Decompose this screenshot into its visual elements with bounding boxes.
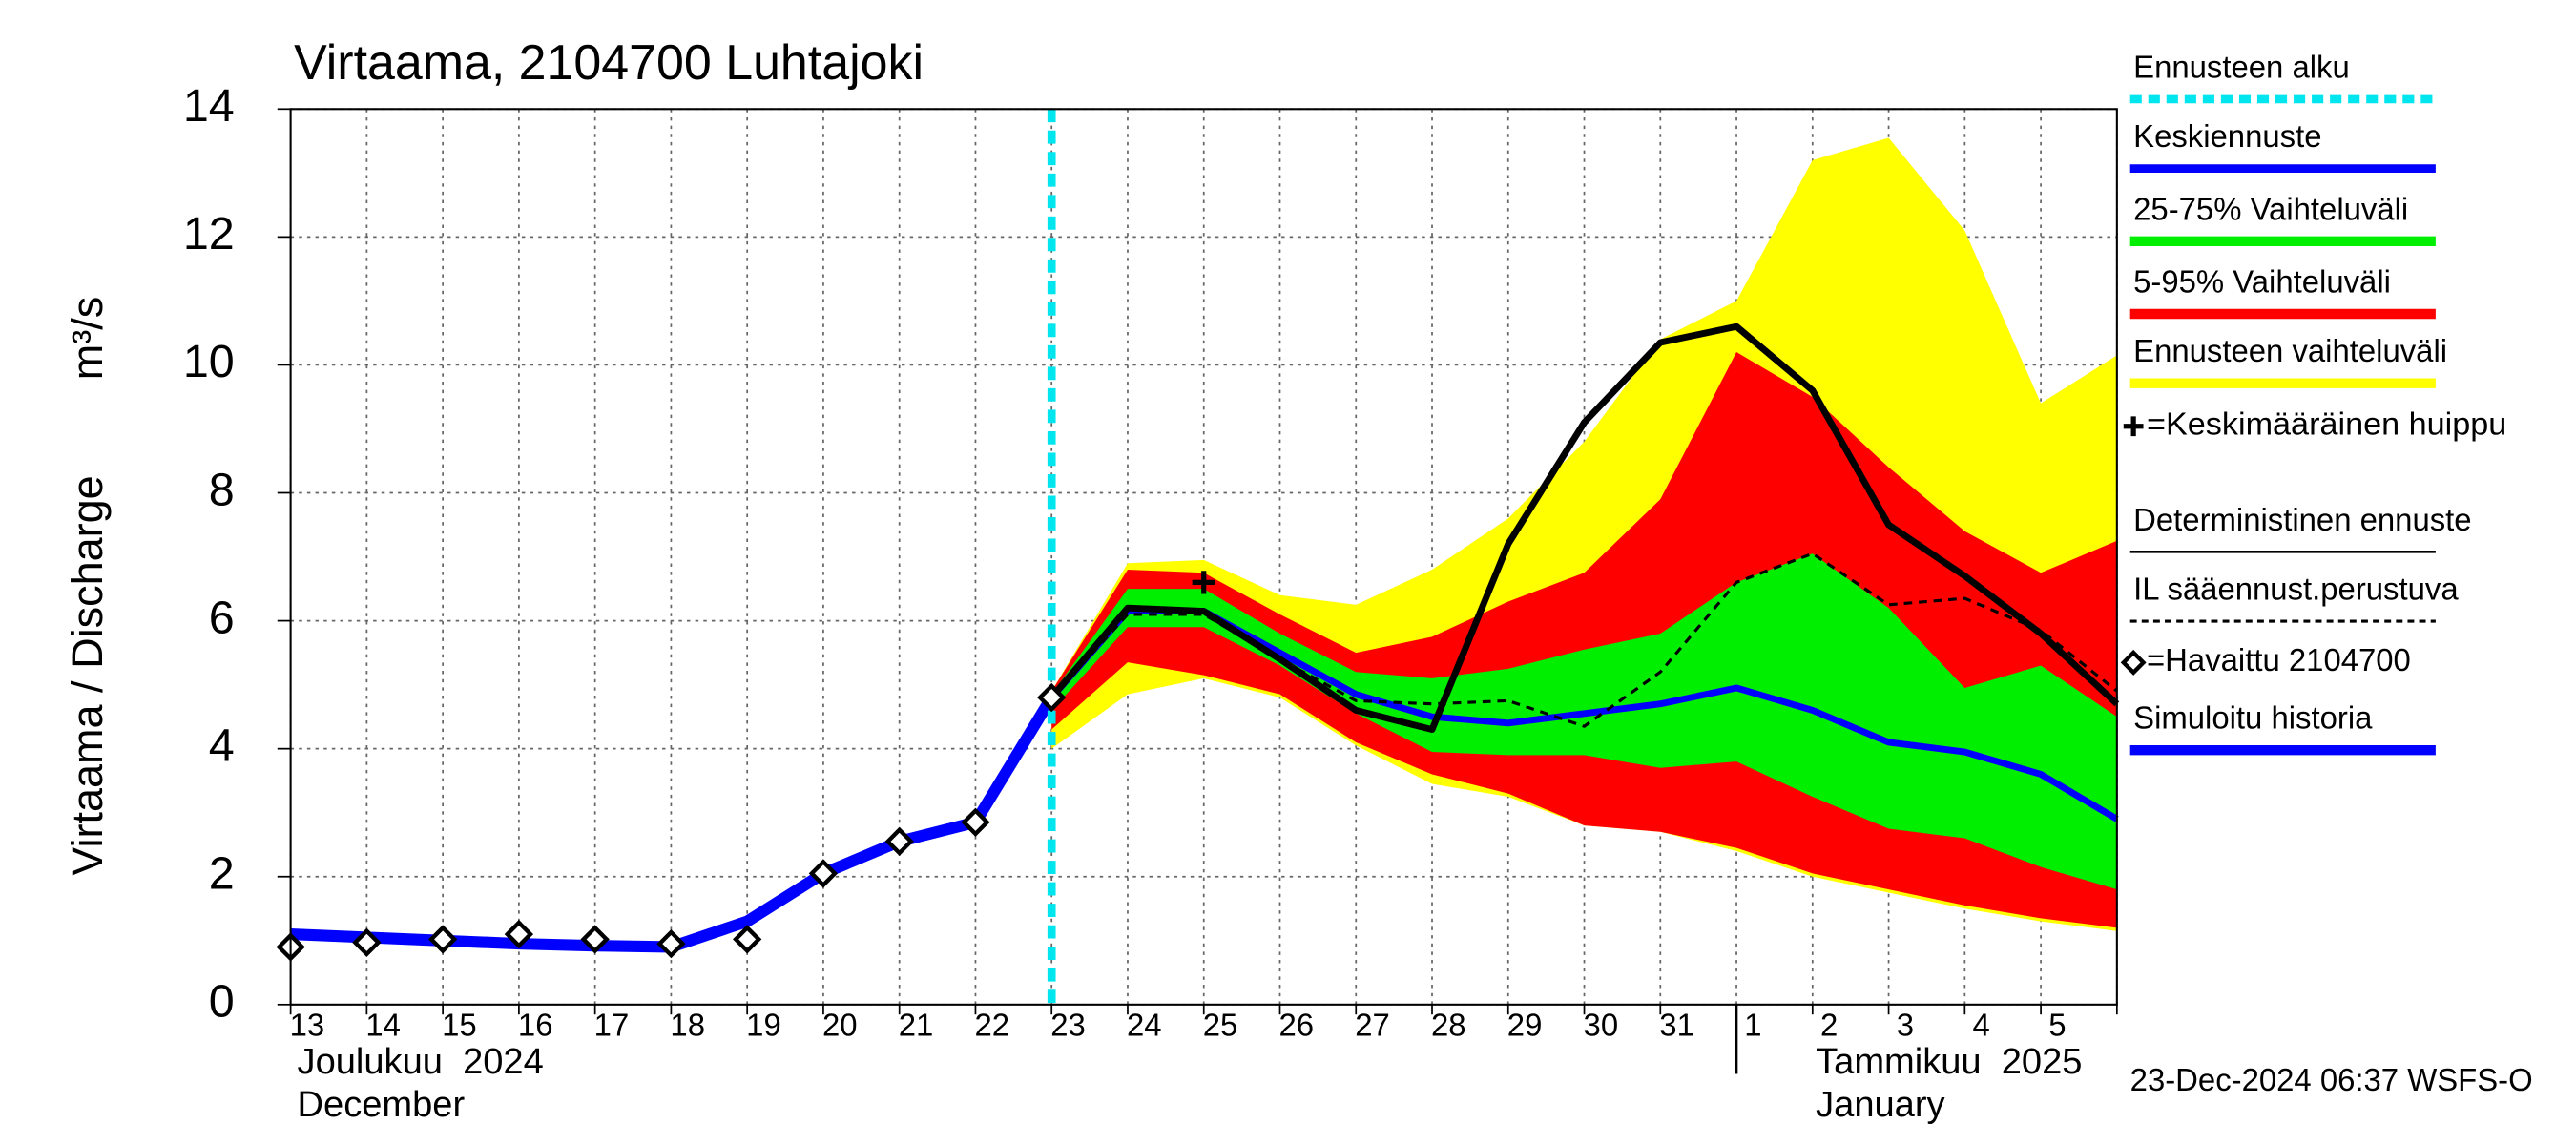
x-tick-label: 20 — [822, 1008, 858, 1043]
month-label-fi: Joulukuu 2024 — [298, 1042, 544, 1082]
observed-point — [884, 826, 914, 857]
legend-label: =Havaittu 2104700 — [2147, 642, 2411, 677]
legend-label: 25-75% Vaihteluväli — [2133, 191, 2408, 226]
x-tick-label: 18 — [670, 1008, 705, 1043]
observed-point — [961, 807, 990, 837]
x-tick-label: 3 — [1897, 1008, 1914, 1043]
x-tick-label: 28 — [1431, 1008, 1466, 1043]
series-line — [1049, 323, 2120, 734]
observed-point — [732, 925, 762, 954]
series-line — [1050, 552, 2118, 728]
month-label-en: January — [1816, 1085, 1944, 1125]
band — [1051, 553, 2117, 890]
x-tick-label: 22 — [974, 1008, 1009, 1043]
plot-frame — [289, 108, 2118, 1006]
y-tick-label: 2 — [209, 848, 235, 900]
y-tick-label: 8 — [209, 464, 235, 515]
legend-label: IL sääennust.perustuva — [2133, 572, 2459, 607]
y-tick-label: 6 — [209, 592, 235, 643]
x-tick-label: 15 — [442, 1008, 477, 1043]
x-tick-label: 1 — [1744, 1008, 1761, 1043]
legend-label: =Keskimääräinen huippu — [2147, 406, 2506, 441]
observed-point — [1037, 682, 1067, 713]
y-tick-label: 10 — [183, 336, 235, 387]
month-label-fi: Tammikuu 2025 — [1816, 1042, 2082, 1082]
x-tick-label: 30 — [1584, 1008, 1619, 1043]
y-tick-label: 4 — [209, 719, 235, 771]
x-tick-label: 19 — [746, 1008, 781, 1043]
observed-point — [808, 859, 839, 888]
month-label-en: December — [298, 1085, 466, 1125]
x-tick-label: 17 — [594, 1008, 630, 1043]
x-tick-label: 4 — [1972, 1008, 1989, 1043]
x-tick-label: 25 — [1203, 1008, 1238, 1043]
legend-label: Ennusteen vaihteluväli — [2133, 333, 2447, 368]
chart-title: Virtaama, 2104700 Luhtajoki — [294, 35, 924, 91]
y-tick-label: 12 — [183, 208, 235, 260]
footer: 23-Dec-2024 06:37 WSFS-O — [2130, 1062, 2533, 1097]
y-axis-unit: m³/s — [63, 297, 112, 381]
x-tick-label: 23 — [1050, 1008, 1086, 1043]
legend-label: Deterministinen ennuste — [2133, 502, 2471, 537]
observed-point — [656, 928, 686, 959]
legend-marker — [2123, 416, 2144, 437]
legend-label: Simuloitu historia — [2133, 700, 2373, 736]
observed-point — [580, 925, 610, 954]
observed-point — [352, 927, 382, 957]
x-tick-label: 5 — [2048, 1008, 2066, 1043]
x-tick-label: 27 — [1355, 1008, 1390, 1043]
x-tick-label: 31 — [1659, 1008, 1694, 1043]
legend-marker — [2120, 649, 2147, 676]
observed-point — [427, 925, 458, 954]
y-tick-label: 0 — [209, 976, 235, 1028]
x-tick-label: 26 — [1279, 1008, 1315, 1043]
x-tick-label: 13 — [290, 1008, 325, 1043]
x-tick-label: 21 — [899, 1008, 934, 1043]
observed-point — [504, 919, 534, 949]
y-tick-label: 14 — [183, 80, 235, 132]
x-tick-label: 16 — [518, 1008, 553, 1043]
legend-label: Ennusteen alku — [2133, 49, 2350, 84]
y-axis-label: Virtaama / Discharge — [63, 475, 112, 875]
legend-label: Keskiennuste — [2133, 118, 2321, 154]
peak-marker — [1192, 571, 1215, 594]
x-tick-label: 29 — [1507, 1008, 1543, 1043]
x-tick-label: 24 — [1127, 1008, 1162, 1043]
legend-label: 5-95% Vaihteluväli — [2133, 264, 2391, 300]
x-tick-label: 2 — [1820, 1008, 1838, 1043]
x-tick-label: 14 — [365, 1008, 401, 1043]
